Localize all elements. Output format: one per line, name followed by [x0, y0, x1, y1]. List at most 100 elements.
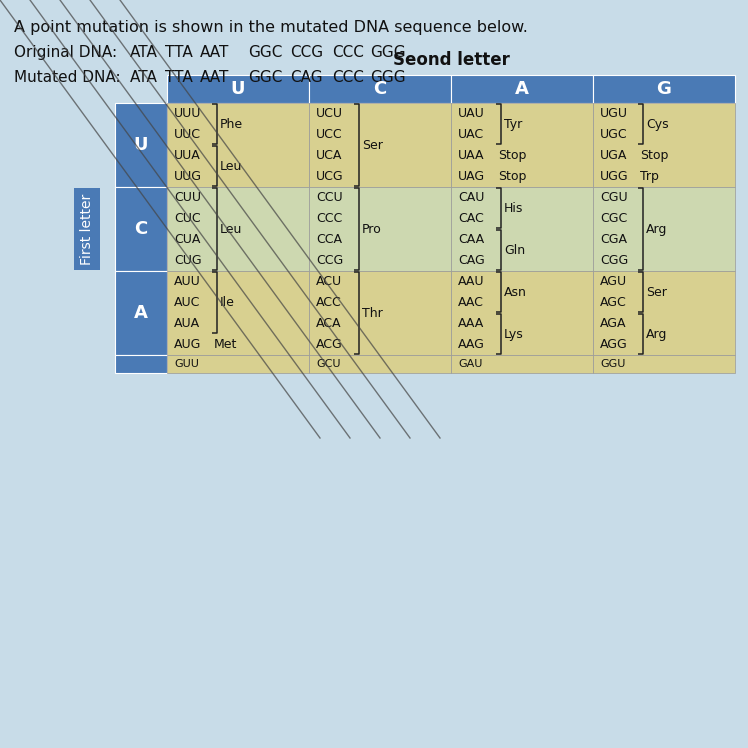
Text: GCU: GCU — [316, 359, 340, 369]
Bar — [115, 187, 167, 271]
Text: AAA: AAA — [458, 317, 484, 330]
Text: G: G — [657, 80, 672, 98]
Text: TTA: TTA — [165, 45, 193, 60]
Text: AAT: AAT — [200, 45, 230, 60]
Text: CUG: CUG — [174, 254, 202, 267]
Text: UAU: UAU — [458, 107, 485, 120]
Text: Thr: Thr — [362, 307, 383, 319]
Text: Stop: Stop — [640, 149, 669, 162]
Text: Ile: Ile — [220, 296, 235, 309]
Text: AGG: AGG — [600, 338, 628, 351]
Text: UCU: UCU — [316, 107, 343, 120]
Text: AUU: AUU — [174, 275, 200, 288]
Text: Trp: Trp — [640, 170, 659, 183]
Text: A: A — [515, 80, 529, 98]
Text: Met: Met — [214, 338, 237, 351]
Text: CGU: CGU — [600, 191, 628, 204]
Text: Ser: Ser — [646, 286, 667, 298]
Text: Lys: Lys — [504, 328, 524, 340]
Text: Stop: Stop — [498, 170, 527, 183]
Text: Leu: Leu — [220, 159, 242, 173]
Text: ACA: ACA — [316, 317, 342, 330]
Text: Arg: Arg — [646, 328, 667, 340]
Bar — [167, 103, 309, 187]
Bar — [309, 75, 451, 103]
Bar — [115, 355, 167, 373]
Bar — [451, 103, 593, 187]
Text: Original DNA:: Original DNA: — [14, 45, 117, 60]
Bar — [115, 271, 167, 355]
Text: UAA: UAA — [458, 149, 485, 162]
Bar — [167, 187, 309, 271]
Bar — [167, 75, 309, 103]
Text: AGU: AGU — [600, 275, 627, 288]
Text: CUA: CUA — [174, 233, 200, 246]
Text: UGU: UGU — [600, 107, 628, 120]
Text: AAU: AAU — [458, 275, 485, 288]
Bar — [593, 103, 735, 187]
Text: CGC: CGC — [600, 212, 628, 225]
Text: UUC: UUC — [174, 128, 201, 141]
Text: AGC: AGC — [600, 296, 627, 309]
Text: Ser: Ser — [362, 138, 383, 152]
Text: Pro: Pro — [362, 222, 381, 236]
Text: CCC: CCC — [332, 70, 364, 85]
Text: GGC: GGC — [248, 70, 283, 85]
Text: CCA: CCA — [316, 233, 342, 246]
Text: CCC: CCC — [316, 212, 343, 225]
Text: GGG: GGG — [370, 70, 405, 85]
Text: GGC: GGC — [248, 45, 283, 60]
Text: TTA: TTA — [165, 70, 193, 85]
Text: CAU: CAU — [458, 191, 485, 204]
Text: CAG: CAG — [458, 254, 485, 267]
Text: UCG: UCG — [316, 170, 343, 183]
Bar — [593, 271, 735, 355]
Text: Seond letter: Seond letter — [393, 51, 509, 69]
Text: AAC: AAC — [458, 296, 484, 309]
Text: CCC: CCC — [332, 45, 364, 60]
Text: Arg: Arg — [646, 222, 667, 236]
Text: GGG: GGG — [370, 45, 405, 60]
Text: U: U — [230, 80, 245, 98]
Text: CUU: CUU — [174, 191, 201, 204]
Bar — [593, 75, 735, 103]
Text: UAC: UAC — [458, 128, 484, 141]
Text: Stop: Stop — [498, 149, 527, 162]
Bar — [309, 355, 451, 373]
Text: C: C — [135, 220, 147, 238]
Text: UGC: UGC — [600, 128, 628, 141]
Text: A point mutation is shown in the mutated DNA sequence below.: A point mutation is shown in the mutated… — [14, 20, 528, 35]
Bar — [309, 103, 451, 187]
Text: AUG: AUG — [174, 338, 201, 351]
Text: ACC: ACC — [316, 296, 342, 309]
Text: AAG: AAG — [458, 338, 485, 351]
Text: A: A — [134, 304, 148, 322]
Text: Asn: Asn — [504, 286, 527, 298]
Text: AUC: AUC — [174, 296, 200, 309]
Bar — [451, 271, 593, 355]
Text: CCG: CCG — [290, 45, 323, 60]
Bar — [115, 103, 167, 187]
Text: CGA: CGA — [600, 233, 627, 246]
Text: CAC: CAC — [458, 212, 484, 225]
Text: Mutated DNA:: Mutated DNA: — [14, 70, 120, 85]
Text: CCU: CCU — [316, 191, 343, 204]
Bar — [309, 187, 451, 271]
Text: U: U — [134, 136, 148, 154]
Bar — [451, 355, 593, 373]
Text: Gln: Gln — [504, 244, 525, 257]
Bar — [451, 75, 593, 103]
Text: CAA: CAA — [458, 233, 484, 246]
Text: Tyr: Tyr — [504, 117, 522, 130]
Text: UAG: UAG — [458, 170, 485, 183]
Text: ATA: ATA — [130, 70, 158, 85]
Text: Leu: Leu — [220, 222, 242, 236]
Text: CAG: CAG — [290, 70, 322, 85]
Text: ACG: ACG — [316, 338, 343, 351]
Text: UUG: UUG — [174, 170, 202, 183]
Text: Phe: Phe — [220, 117, 243, 130]
Bar — [593, 187, 735, 271]
Bar — [167, 355, 309, 373]
Text: AAT: AAT — [200, 70, 230, 85]
Text: GUU: GUU — [174, 359, 199, 369]
